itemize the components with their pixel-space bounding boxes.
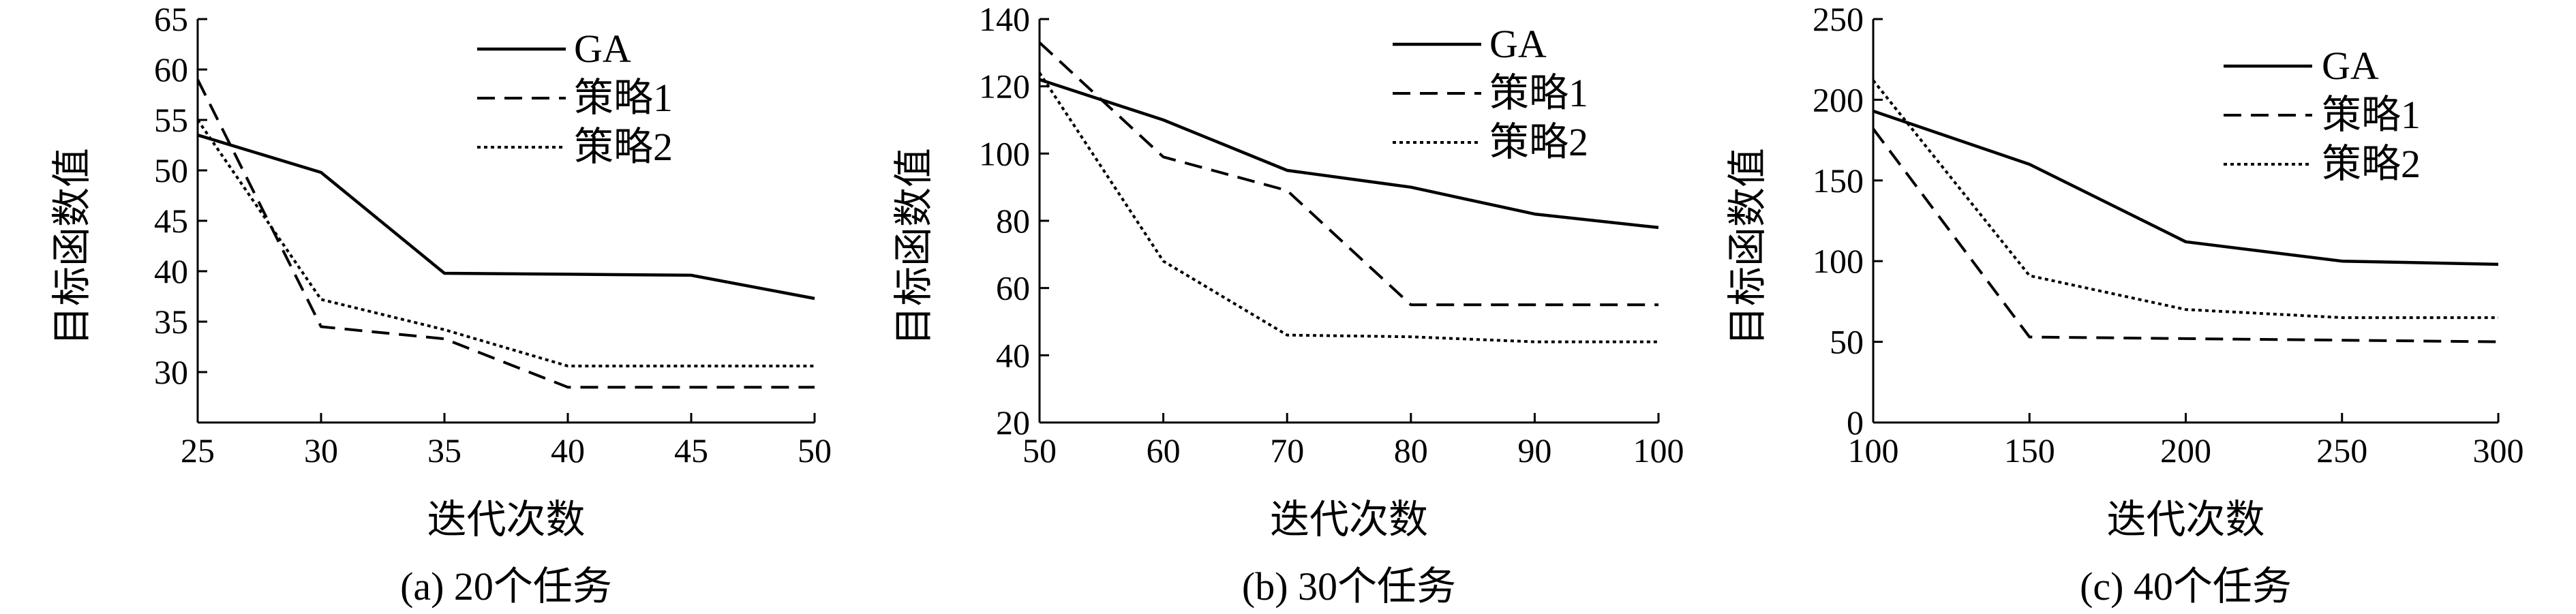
x-tick-label: 70 [1270,431,1304,470]
x-axis-title: 迭代次数 [1270,497,1428,542]
series-line-2 [196,78,815,389]
x-tick-label: 200 [2160,431,2211,470]
y-tick-label: 65 [154,0,188,38]
y-tick-label: 50 [1830,323,1864,361]
legend-label: GA [574,27,631,71]
chart-caption: (a) 20个任务 [400,564,612,609]
chart-panel-2: 0 50 100 150 200 250 100 150 200 250 300 迭代次数 目标函数值 (… [1725,0,2524,609]
x-tick-label: 100 [1633,431,1684,470]
y-axis-title: 目标函数值 [1725,148,1770,346]
y-tick-label: 100 [1813,242,1864,280]
chart-caption: (b) 30个任务 [1242,564,1456,609]
legend-label: 策略2 [574,125,673,169]
y-axis-title: 目标函数值 [892,148,936,346]
series-line-2 [1872,127,2499,343]
y-tick-label: 40 [996,336,1030,374]
x-tick-label: 250 [2316,431,2367,470]
series-line-1 [197,134,815,301]
y-tick-label: 40 [154,252,188,290]
y-tick-label: 35 [154,303,188,341]
legend-label: GA [2322,44,2379,88]
y-tick-label: 50 [154,151,188,189]
chart-caption: (c) 40个任务 [2080,564,2292,609]
y-tick-label: 55 [154,101,188,139]
y-tick-label: 0 [1847,403,1864,442]
y-tick-label: 20 [996,403,1030,442]
series-line-3 [196,119,815,368]
y-tick-label: 45 [154,202,188,240]
y-tick-label: 60 [154,50,188,89]
y-tick-label: 140 [979,0,1030,38]
series-line-2 [1038,42,1658,307]
x-axis-title: 迭代次数 [427,497,585,542]
y-tick-label: 120 [979,67,1030,106]
legend-label: GA [1489,22,1547,66]
x-axis-title: 迭代次数 [2106,497,2264,542]
x-tick-label: 35 [427,431,461,470]
series-line-3 [1038,72,1658,343]
series-line-1 [1873,109,2499,266]
x-tick-label: 45 [674,431,708,470]
chart-panel-1: 20 40 60 80 100 120 140 50 60 70 80 90 100 迭代次数 目标函数值 (… [892,0,1684,609]
y-tick-label: 200 [1813,80,1864,119]
x-tick-label: 300 [2473,431,2524,470]
y-axis-title: 目标函数值 [50,148,94,346]
legend-label: 策略2 [1489,120,1588,164]
x-tick-label: 50 [1022,431,1057,470]
x-tick-label: 100 [1848,431,1899,470]
legend-label: 策略1 [2322,93,2421,137]
y-tick-label: 150 [1813,162,1864,200]
y-tick-label: 100 [979,134,1030,172]
x-tick-label: 50 [798,431,832,470]
x-tick-label: 80 [1394,431,1428,470]
y-tick-label: 30 [154,353,188,391]
series-line-3 [1872,79,2498,320]
x-tick-label: 60 [1147,431,1181,470]
legend-label: 策略1 [1489,71,1588,115]
x-tick-label: 30 [304,431,338,470]
legend-label: 策略1 [574,76,673,120]
y-tick-label: 60 [996,269,1030,307]
x-tick-label: 150 [2004,431,2055,470]
legend-label: 策略2 [2322,142,2421,186]
y-tick-label: 250 [1813,0,1864,38]
x-tick-label: 25 [181,431,215,470]
y-tick-label: 80 [996,202,1030,240]
x-tick-label: 90 [1517,431,1551,470]
series-line-1 [1039,78,1659,230]
chart-panel-0: 30 35 40 45 50 55 60 65 25 30 35 40 45 50 迭代次数 目标函数值 (a)… [50,0,832,609]
x-tick-label: 40 [551,431,585,470]
